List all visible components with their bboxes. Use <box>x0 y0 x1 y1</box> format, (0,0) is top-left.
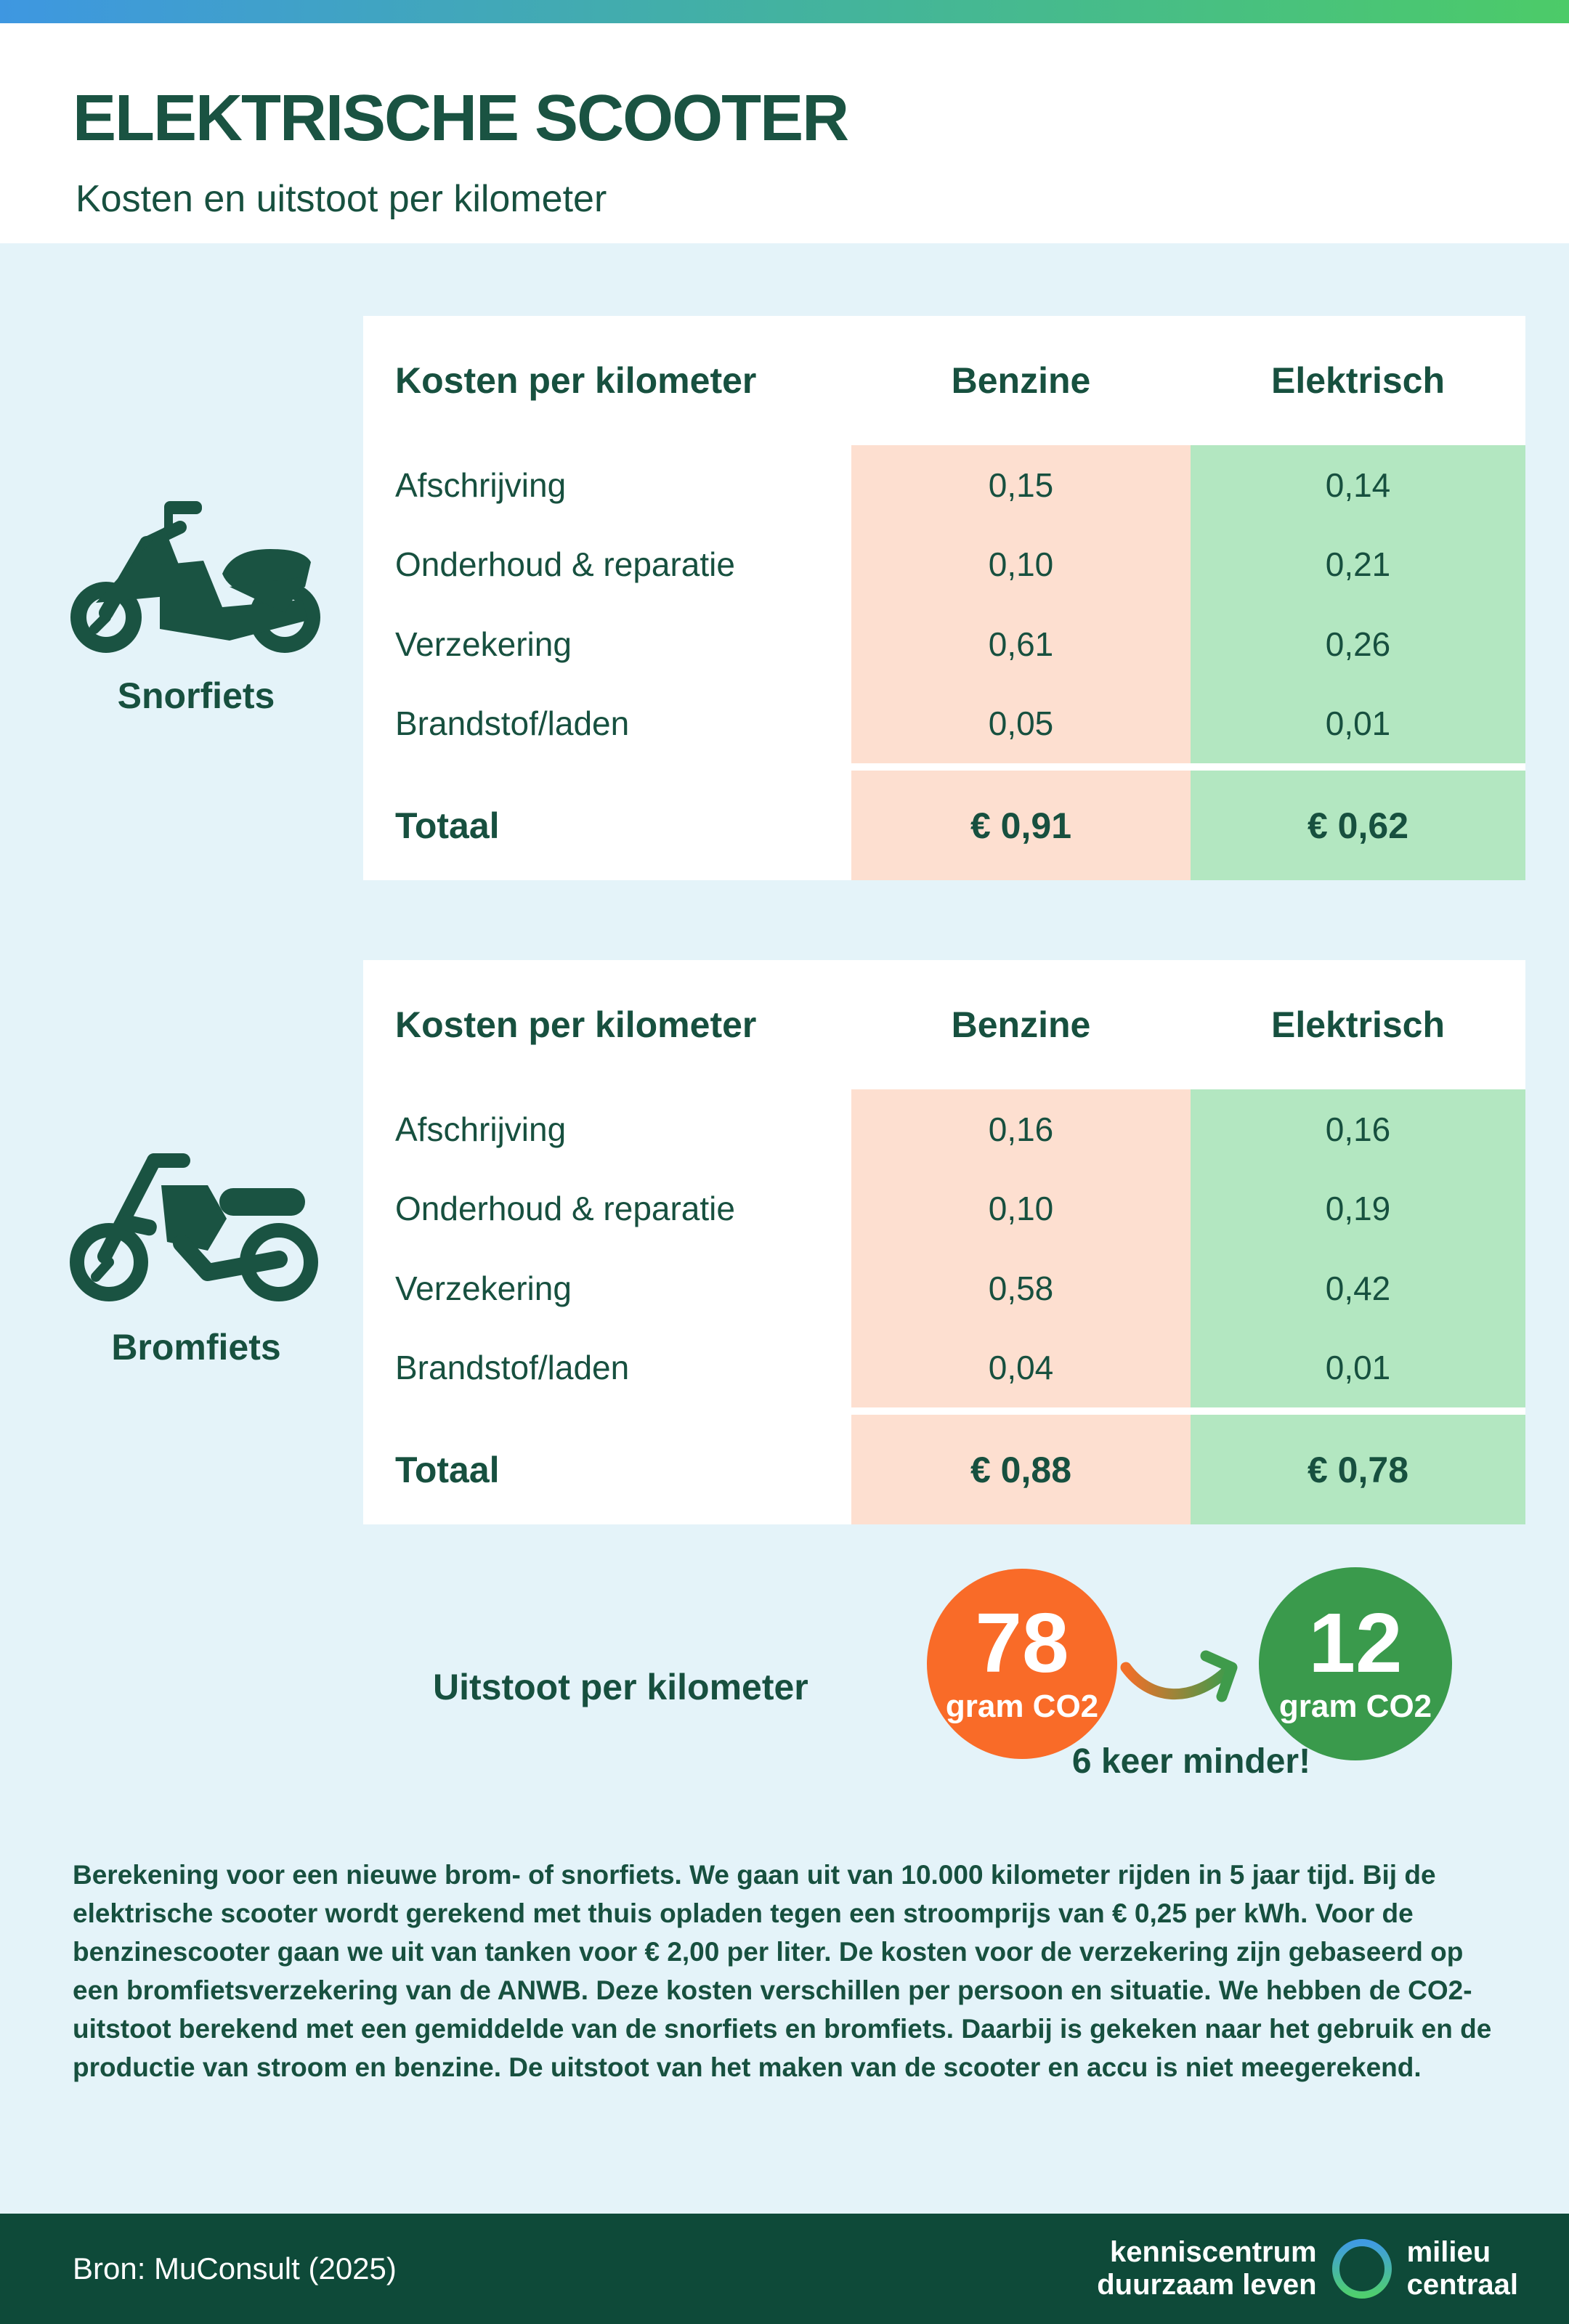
row-label: Verzekering <box>395 1269 572 1307</box>
table-grid: Kosten per kilometer Benzine Elektrisch … <box>363 960 1525 1524</box>
logo-ring-icon <box>1331 2239 1392 2299</box>
row-value-elektrisch: 0,14 <box>1191 445 1525 525</box>
vehicle-label-snorfiets: Snorfiets <box>117 675 275 716</box>
row-value-elektrisch: 0,01 <box>1191 1328 1525 1407</box>
emissions-benzine-value: 78 <box>975 1595 1069 1690</box>
page-subtitle: Kosten en uitstoot per kilometer <box>76 178 607 220</box>
moped-icon <box>70 1153 318 1301</box>
row-label: Verzekering <box>395 625 572 663</box>
vehicle-bromfiets: Bromfiets <box>40 1133 352 1368</box>
emissions-note: 6 keer minder! <box>1071 1742 1311 1781</box>
row-label: Brandstof/laden <box>395 704 630 743</box>
row-value-elektrisch: 0,21 <box>1191 524 1525 604</box>
row-label: Afschrijving <box>395 1110 567 1148</box>
row-separator <box>363 763 851 771</box>
row-separator <box>363 1407 851 1415</box>
emissions-elektrisch-value: 12 <box>1308 1595 1403 1690</box>
total-elektrisch: € 0,78 <box>1191 1415 1525 1524</box>
emissions-benzine-badge: 78 gram CO2 <box>927 1569 1117 1759</box>
row-value-benzine: 0,10 <box>851 524 1191 604</box>
top-gradient-bar <box>0 0 1569 23</box>
row-value-benzine: 0,04 <box>851 1328 1191 1407</box>
row-separator <box>851 763 1191 771</box>
table-header-benzine: Benzine <box>951 1004 1091 1045</box>
cost-table-bromfiets: Kosten per kilometer Benzine Elektrisch … <box>363 960 1525 1524</box>
table-header-label: Kosten per kilometer <box>395 360 757 401</box>
footnote-text: Berekening voor een nieuwe brom- of snor… <box>73 1860 1492 2082</box>
row-label: Brandstof/laden <box>395 1349 630 1387</box>
row-value-elektrisch: 0,16 <box>1191 1089 1525 1169</box>
table-header-elektrisch: Elektrisch <box>1270 360 1445 401</box>
row-value-elektrisch: 0,01 <box>1191 683 1525 763</box>
row-value-benzine: 0,61 <box>851 604 1191 684</box>
logo-text-right: milieu centraal <box>1407 2236 1518 2301</box>
vehicle-snorfiets: Snorfiets <box>40 485 352 717</box>
row-separator <box>851 1407 1191 1415</box>
row-value-elektrisch: 0,26 <box>1191 604 1525 684</box>
page-title: ELEKTRISCHE SCOOTER <box>73 82 849 155</box>
total-elektrisch: € 0,62 <box>1191 771 1525 880</box>
row-value-elektrisch: 0,42 <box>1191 1248 1525 1328</box>
total-benzine: € 0,91 <box>851 771 1191 880</box>
emissions-label: Uitstoot per kilometer <box>433 1667 808 1707</box>
table-header-benzine: Benzine <box>951 360 1091 401</box>
table-grid: Kosten per kilometer Benzine Elektrisch … <box>363 316 1525 880</box>
row-label: Onderhoud & reparatie <box>395 1190 735 1228</box>
logo-right-line1: milieu <box>1406 2236 1491 2269</box>
logo-left-line2: duurzaam leven <box>1097 2269 1317 2301</box>
footer-bar: Bron: MuConsult (2025) kenniscentrum duu… <box>0 2214 1569 2324</box>
vehicle-label-bromfiets: Bromfiets <box>111 1327 281 1368</box>
arrow-icon <box>1117 1646 1260 1721</box>
row-value-benzine: 0,15 <box>851 445 1191 525</box>
table-header-label: Kosten per kilometer <box>395 1004 757 1045</box>
source-text: Bron: MuConsult (2025) <box>73 2251 397 2286</box>
row-separator <box>1191 1407 1525 1415</box>
row-label: Onderhoud & reparatie <box>395 545 735 584</box>
row-value-benzine: 0,10 <box>851 1169 1191 1248</box>
logo-text-left: kenniscentrum duurzaam leven <box>1097 2236 1316 2301</box>
row-separator <box>1191 763 1525 771</box>
row-value-benzine: 0,16 <box>851 1089 1191 1169</box>
logo-right-line2: centraal <box>1406 2269 1518 2301</box>
row-value-benzine: 0,58 <box>851 1248 1191 1328</box>
row-value-elektrisch: 0,19 <box>1191 1169 1525 1248</box>
logo-left-line1: kenniscentrum <box>1110 2236 1317 2269</box>
row-value-benzine: 0,05 <box>851 683 1191 763</box>
total-label: Totaal <box>395 1449 500 1490</box>
cost-table-snorfiets: Kosten per kilometer Benzine Elektrisch … <box>363 316 1525 880</box>
emissions-elektrisch-unit: gram CO2 <box>1278 1689 1432 1725</box>
table-header-elektrisch: Elektrisch <box>1270 1004 1445 1045</box>
total-benzine: € 0,88 <box>851 1415 1191 1524</box>
scooter-icon <box>70 501 320 653</box>
header: ELEKTRISCHE SCOOTER Kosten en uitstoot p… <box>0 23 1569 243</box>
row-label: Afschrijving <box>395 466 567 504</box>
total-label: Totaal <box>395 805 500 846</box>
emissions-elektrisch-badge: 12 gram CO2 <box>1259 1567 1452 1760</box>
milieu-centraal-logo: kenniscentrum duurzaam leven milieu cent… <box>1097 2235 1518 2302</box>
emissions-benzine-unit: gram CO2 <box>945 1689 1099 1725</box>
